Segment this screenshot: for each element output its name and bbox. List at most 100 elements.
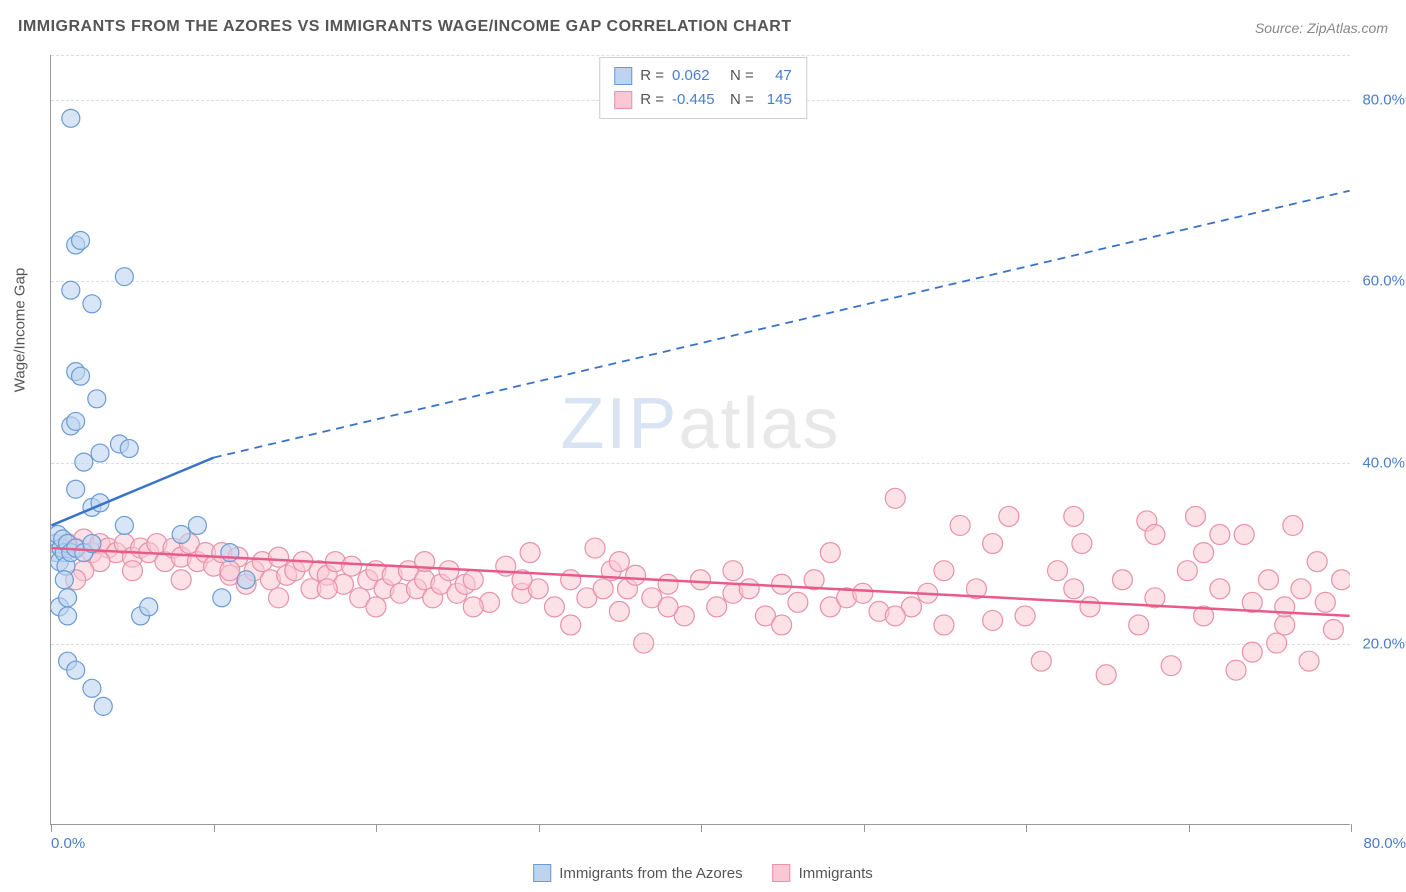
scatter-point — [885, 606, 905, 626]
x-tick-label: 0.0% — [51, 835, 85, 852]
scatter-point — [75, 453, 93, 471]
scatter-point — [561, 615, 581, 635]
x-tick-label: 80.0% — [1363, 835, 1406, 852]
scatter-point — [934, 561, 954, 581]
y-tick-label: 60.0% — [1362, 273, 1405, 290]
y-axis-label: Wage/Income Gap — [12, 268, 29, 393]
scatter-point — [67, 480, 85, 498]
scatter-point — [59, 589, 77, 607]
legend-bottom: Immigrants from the Azores Immigrants — [533, 864, 873, 882]
legend-bottom-item-1: Immigrants — [773, 864, 873, 882]
scatter-point — [172, 526, 190, 544]
scatter-point — [83, 295, 101, 313]
scatter-point — [707, 597, 727, 617]
chart-title: IMMIGRANTS FROM THE AZORES VS IMMIGRANTS… — [18, 18, 792, 36]
scatter-point — [67, 412, 85, 430]
chart-container: IMMIGRANTS FROM THE AZORES VS IMMIGRANTS… — [0, 0, 1406, 892]
scatter-point — [463, 570, 483, 590]
scatter-point — [983, 610, 1003, 630]
scatter-point — [88, 390, 106, 408]
scatter-point — [999, 506, 1019, 526]
scatter-point — [1064, 506, 1084, 526]
y-tick-label: 80.0% — [1362, 92, 1405, 109]
trend-line-azores-dashed — [214, 191, 1350, 458]
scatter-point — [609, 601, 629, 621]
scatter-point — [237, 571, 255, 589]
scatter-point — [342, 556, 362, 576]
scatter-point — [1332, 570, 1350, 590]
scatter-point — [1210, 525, 1230, 545]
scatter-point — [1242, 642, 1262, 662]
scatter-point — [1259, 570, 1279, 590]
scatter-point — [609, 552, 629, 572]
scatter-point — [269, 547, 289, 567]
legend-row-0: R = 0.062 N = 47 — [614, 64, 792, 88]
scatter-point — [585, 538, 605, 558]
scatter-point — [1096, 665, 1116, 685]
legend-bottom-label-1: Immigrants — [799, 865, 873, 882]
scatter-point — [593, 579, 613, 599]
legend-swatch-1 — [614, 91, 632, 109]
scatter-point — [1267, 633, 1287, 653]
scatter-point — [59, 607, 77, 625]
scatter-point — [772, 615, 792, 635]
scatter-point — [62, 281, 80, 299]
scatter-point — [1112, 570, 1132, 590]
scatter-point — [561, 570, 581, 590]
scatter-point — [171, 570, 191, 590]
scatter-point — [634, 633, 654, 653]
scatter-point — [94, 697, 112, 715]
scatter-point — [1307, 552, 1327, 572]
scatter-point — [950, 515, 970, 535]
scatter-point — [658, 574, 678, 594]
scatter-point — [62, 109, 80, 127]
scatter-point — [91, 444, 109, 462]
legend-bottom-swatch-1 — [773, 864, 791, 882]
scatter-point — [1315, 592, 1335, 612]
scatter-point — [366, 597, 386, 617]
scatter-point — [885, 488, 905, 508]
scatter-point — [188, 516, 206, 534]
legend-row-1: R = -0.445 N = 145 — [614, 88, 792, 112]
scatter-point — [120, 440, 138, 458]
scatter-point — [55, 571, 73, 589]
scatter-point — [853, 583, 873, 603]
scatter-point — [83, 679, 101, 697]
legend-r-label-1: R = — [640, 88, 664, 112]
scatter-point — [123, 561, 143, 581]
legend-n-label-0: N = — [730, 64, 754, 88]
scatter-point — [72, 231, 90, 249]
legend-r-val-1: -0.445 — [672, 88, 722, 112]
y-tick-label: 20.0% — [1362, 635, 1405, 652]
legend-swatch-0 — [614, 67, 632, 85]
scatter-point — [772, 574, 792, 594]
scatter-point — [544, 597, 564, 617]
scatter-point — [140, 598, 158, 616]
scatter-point — [1299, 651, 1319, 671]
plot-area: ZIPatlas 20.0%40.0%60.0%80.0%0.0%80.0% — [50, 55, 1350, 825]
scatter-point — [626, 565, 646, 585]
scatter-point — [1161, 656, 1181, 676]
scatter-point — [213, 589, 231, 607]
legend-bottom-swatch-0 — [533, 864, 551, 882]
legend-n-label-1: N = — [730, 88, 754, 112]
scatter-point — [1226, 660, 1246, 680]
scatter-point — [520, 543, 540, 563]
legend-r-val-0: 0.062 — [672, 64, 722, 88]
scatter-point — [67, 661, 85, 679]
scatter-point — [1048, 561, 1068, 581]
legend-bottom-label-0: Immigrants from the Azores — [559, 865, 742, 882]
legend-bottom-item-0: Immigrants from the Azores — [533, 864, 742, 882]
chart-svg — [51, 55, 1350, 824]
scatter-point — [1064, 579, 1084, 599]
legend-n-val-0: 47 — [762, 64, 792, 88]
scatter-point — [739, 579, 759, 599]
scatter-point — [723, 561, 743, 581]
scatter-point — [317, 579, 337, 599]
scatter-point — [1323, 620, 1343, 640]
scatter-point — [1291, 579, 1311, 599]
scatter-point — [1145, 525, 1165, 545]
scatter-point — [691, 570, 711, 590]
scatter-point — [72, 367, 90, 385]
scatter-point — [1015, 606, 1035, 626]
